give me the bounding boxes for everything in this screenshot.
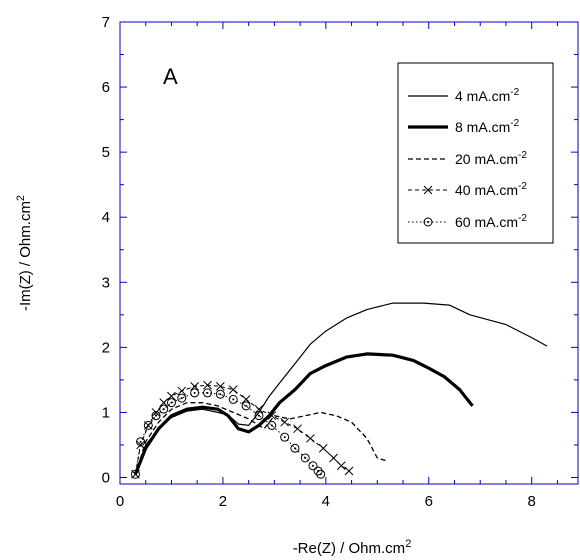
y-tick-label: 6 bbox=[102, 79, 110, 96]
data-point-cross bbox=[215, 382, 225, 391]
legend-label-20-sup: -2 bbox=[518, 150, 527, 161]
data-point-cross bbox=[293, 424, 302, 434]
legend-label-40-text: 40 mA.cm bbox=[455, 182, 518, 198]
y-tick-label: 7 bbox=[102, 14, 110, 31]
data-point-cross bbox=[267, 411, 277, 421]
series-2 bbox=[133, 352, 474, 475]
data-point-cross bbox=[336, 461, 346, 471]
data-point-cross bbox=[177, 386, 187, 396]
legend-label-60: 60 mA.cm-2 bbox=[455, 213, 527, 230]
data-point-circle bbox=[300, 453, 310, 463]
axis-tick-labels: 0 2 4 6 8 0 1 2 3 4 5 6 7 bbox=[102, 14, 536, 510]
legend-label-4: 4 mA.cm-2 bbox=[455, 87, 520, 104]
legend: 4 mA.cm-2 8 mA.cm-2 20 mA.cm-2 40 mA.cm-… bbox=[397, 62, 554, 244]
y-tick-label: 5 bbox=[102, 144, 110, 161]
data-point-circle bbox=[202, 388, 212, 398]
y-axis-title: -Im(Z) / Ohm.cm2 bbox=[15, 195, 34, 311]
data-point-circle bbox=[280, 432, 290, 442]
series-line-5 bbox=[134, 392, 322, 475]
data-point-circle bbox=[166, 398, 176, 408]
data-point-circle bbox=[290, 443, 300, 453]
data-point-circle bbox=[136, 437, 146, 447]
legend-label-8-sup: -2 bbox=[510, 118, 519, 129]
legend-label-8: 8 mA.cm-2 bbox=[455, 118, 520, 135]
y-axis-title-text: -Im(Z) / Ohm.cm bbox=[17, 201, 34, 311]
series-3 bbox=[134, 402, 388, 475]
legend-label-40: 40 mA.cm-2 bbox=[455, 181, 527, 198]
data-point-cross bbox=[329, 453, 338, 463]
axis-ticks bbox=[119, 21, 578, 484]
legend-label-4-sup: -2 bbox=[510, 87, 519, 98]
data-point-circle bbox=[143, 420, 153, 430]
data-point-circle bbox=[267, 420, 277, 430]
series-1 bbox=[134, 302, 548, 475]
data-point-cross bbox=[306, 434, 315, 443]
y-tick-label: 1 bbox=[102, 404, 110, 421]
data-point-cross bbox=[167, 391, 176, 401]
data-point-circle bbox=[254, 411, 264, 421]
data-point-circle bbox=[215, 389, 225, 399]
legend-samples bbox=[408, 95, 448, 227]
data-point-circle bbox=[177, 393, 187, 403]
legend-label-20: 20 mA.cm-2 bbox=[455, 150, 527, 167]
x-axis-title: -Re(Z) / Ohm.cm2 bbox=[293, 538, 412, 557]
data-point-circle bbox=[423, 217, 433, 227]
legend-label-8-text: 8 mA.cm bbox=[455, 119, 510, 135]
data-point-cross bbox=[203, 380, 212, 390]
legend-label-40-sup: -2 bbox=[518, 181, 527, 192]
data-point-cross bbox=[280, 417, 290, 427]
panel-label: A bbox=[163, 64, 178, 89]
x-tick-label: 0 bbox=[116, 493, 124, 510]
data-point-cross bbox=[151, 408, 161, 417]
plot-frame bbox=[119, 21, 579, 485]
y-tick-label: 3 bbox=[102, 274, 110, 291]
data-point-cross bbox=[241, 395, 251, 404]
data-point-circle bbox=[159, 404, 169, 414]
data-point-cross bbox=[423, 185, 433, 195]
series-layer bbox=[130, 302, 548, 479]
data-point-circle bbox=[130, 469, 140, 479]
legend-label-4-text: 4 mA.cm bbox=[455, 88, 510, 104]
x-axis-title-sup: 2 bbox=[405, 538, 411, 550]
data-point-cross bbox=[344, 466, 354, 476]
data-point-circle bbox=[316, 469, 326, 479]
data-point-circle bbox=[241, 401, 251, 411]
x-tick-label: 8 bbox=[528, 493, 536, 510]
y-tick-label: 4 bbox=[102, 209, 110, 226]
data-point-cross bbox=[318, 443, 328, 453]
data-point-circle bbox=[151, 411, 161, 421]
data-point-cross bbox=[228, 385, 238, 395]
x-tick-label: 2 bbox=[219, 493, 227, 510]
y-axis-title-sup: 2 bbox=[15, 195, 27, 201]
series-line-4 bbox=[134, 384, 350, 475]
data-point-circle bbox=[190, 388, 200, 398]
series-line-3 bbox=[134, 402, 388, 475]
series-line-1 bbox=[134, 302, 548, 475]
x-tick-label: 4 bbox=[322, 493, 330, 510]
legend-label-20-text: 20 mA.cm bbox=[455, 151, 518, 167]
legend-label-60-sup: -2 bbox=[518, 213, 527, 224]
y-tick-label: 2 bbox=[102, 339, 110, 356]
data-point-circle bbox=[308, 461, 318, 471]
legend-label-60-text: 60 mA.cm bbox=[455, 214, 518, 230]
data-point-cross bbox=[136, 440, 145, 450]
data-point-cross bbox=[254, 404, 264, 414]
legend-box bbox=[397, 62, 554, 244]
data-point-circle bbox=[228, 394, 238, 404]
series-line-2 bbox=[133, 352, 474, 475]
series-5 bbox=[130, 388, 326, 479]
x-axis-title-text: -Re(Z) / Ohm.cm bbox=[293, 540, 406, 557]
y-tick-label: 0 bbox=[102, 469, 110, 486]
data-point-cross bbox=[190, 382, 199, 391]
x-tick-label: 6 bbox=[425, 493, 433, 510]
data-point-cross bbox=[159, 398, 169, 408]
